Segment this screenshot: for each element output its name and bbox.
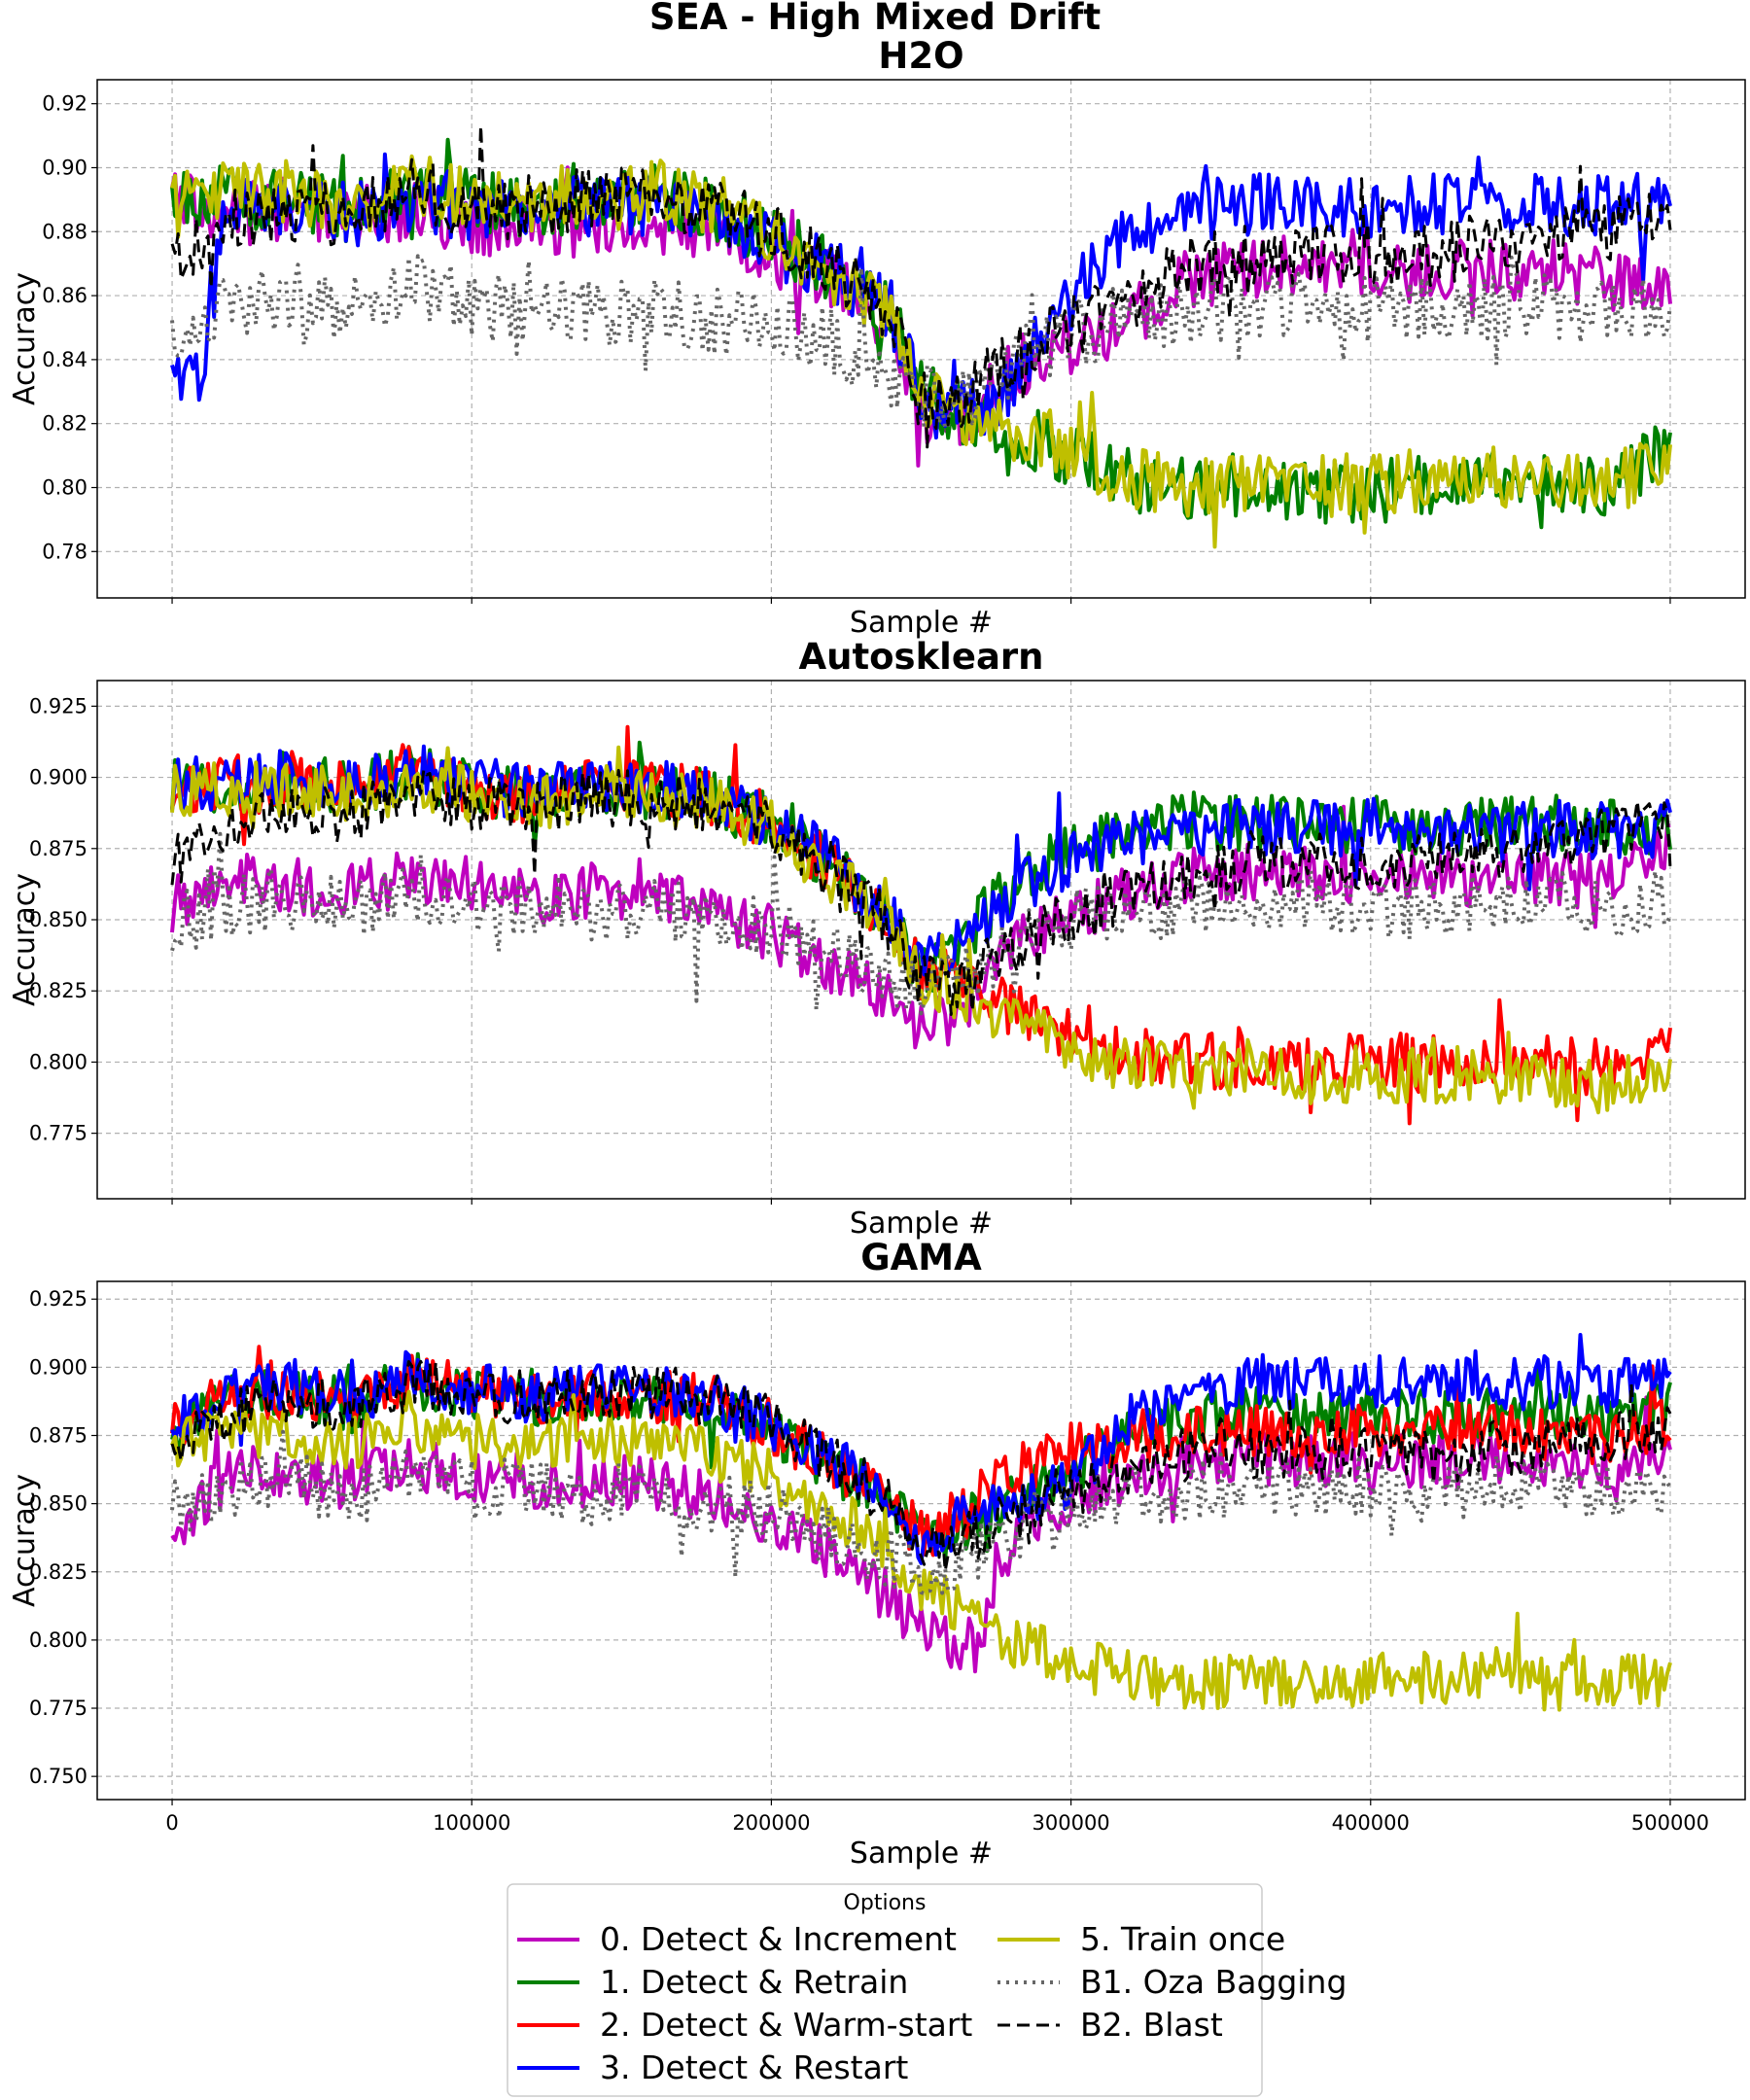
series-line-b1-oza-bagging: [170, 1429, 1672, 1596]
y-axis-label: Accuracy: [8, 272, 42, 405]
y-tick-label: 0.88: [42, 220, 88, 243]
y-tick-label: 0.925: [29, 1287, 88, 1311]
panel-title: H2O: [878, 35, 963, 77]
panel-title: GAMA: [860, 1237, 982, 1278]
x-axis-label: Sample #: [850, 606, 993, 640]
legend-title: Options: [844, 1891, 927, 1915]
plot-frame: [96, 680, 1746, 1200]
y-tick-label: 0.82: [42, 412, 88, 436]
panel-title: Autosklearn: [798, 636, 1043, 678]
y-tick-label: 0.825: [29, 1560, 88, 1584]
y-tick-label: 0.90: [42, 156, 88, 179]
y-axis-label: Accuracy: [8, 873, 42, 1006]
series-line-3-detect-restart: [170, 1333, 1672, 1565]
y-tick-label: 0.850: [29, 908, 88, 931]
legend-label: 1. Detect & Retrain: [600, 1963, 908, 2001]
panel-autosklearn: Autosklearn 0.775 0.800 0.825 0.850 0.875 0.90…: [8, 636, 1746, 1241]
series-line-3-detect-restart: [170, 152, 1672, 440]
x-tick-label: 500000: [1631, 1811, 1709, 1835]
x-tick-label: 100000: [433, 1811, 510, 1835]
y-tick-label: 0.875: [29, 1423, 88, 1447]
x-tick-label: 0: [165, 1811, 178, 1835]
y-tick-label: 0.825: [29, 979, 88, 1002]
x-tick-label: 200000: [732, 1811, 810, 1835]
x-axis-label: Sample #: [850, 1207, 993, 1241]
series-line-5-train-once: [170, 745, 1672, 1115]
x-axis-label: Sample #: [850, 1837, 993, 1871]
y-tick-label: 0.900: [29, 1355, 88, 1379]
legend-label: B1. Oza Bagging: [1080, 1963, 1347, 2001]
series-line-b2-blast: [170, 1359, 1672, 1573]
series-line-b1-oza-bagging: [170, 831, 1672, 1016]
figure-suptitle: SEA - High Mixed Drift: [649, 0, 1101, 38]
y-tick-label: 0.800: [29, 1050, 88, 1073]
y-tick-label: 0.84: [42, 348, 88, 371]
series-line-b1-oza-bagging: [170, 254, 1672, 431]
y-tick-label: 0.900: [29, 766, 88, 789]
legend-frame: [507, 1883, 1263, 2097]
series-line-5-train-once: [170, 1389, 1672, 1712]
series-line-b2-blast: [170, 767, 1672, 1016]
x-tick-label: 400000: [1332, 1811, 1410, 1835]
legend-label: 5. Train once: [1080, 1920, 1285, 1958]
panel-gama: GAMA 0.750 0.775 0.800 0.825 0.850 0.875 0.900 0…: [8, 1237, 1746, 1871]
y-tick-label: 0.80: [42, 475, 88, 499]
y-tick-label: 0.850: [29, 1492, 88, 1516]
series-line-b2-blast: [170, 123, 1672, 449]
y-tick-label: 0.775: [29, 1697, 88, 1720]
x-tick-label: 300000: [1032, 1811, 1110, 1835]
legend-entries: 0. Detect & Increment 1. Detect & Retrain…: [517, 1920, 1347, 2086]
y-tick-label: 0.800: [29, 1628, 88, 1652]
y-axis-label: Accuracy: [8, 1474, 42, 1607]
y-tick-label: 0.78: [42, 540, 88, 563]
legend-label: 2. Detect & Warm-start: [600, 2006, 972, 2044]
y-tick-label: 0.92: [42, 92, 88, 116]
y-tick-label: 0.775: [29, 1122, 88, 1145]
legend-label: B2. Blast: [1080, 2006, 1223, 2044]
y-tick-label: 0.925: [29, 694, 88, 718]
y-tick-label: 0.750: [29, 1765, 88, 1788]
y-tick-label: 0.875: [29, 837, 88, 860]
legend-label: 0. Detect & Increment: [600, 1920, 957, 1958]
plot-frame: [96, 79, 1746, 599]
legend: Options 0. Detect & Increment 1. Detect &…: [507, 1883, 1347, 2097]
y-tick-label: 0.86: [42, 284, 88, 307]
legend-label: 3. Detect & Restart: [600, 2048, 908, 2086]
plot-frame: [96, 1280, 1746, 1801]
panel-h2o: H2O 0.78 0.80 0.82 0.84 0.86 0.88 0.90 0.92 Sampl…: [8, 35, 1746, 640]
